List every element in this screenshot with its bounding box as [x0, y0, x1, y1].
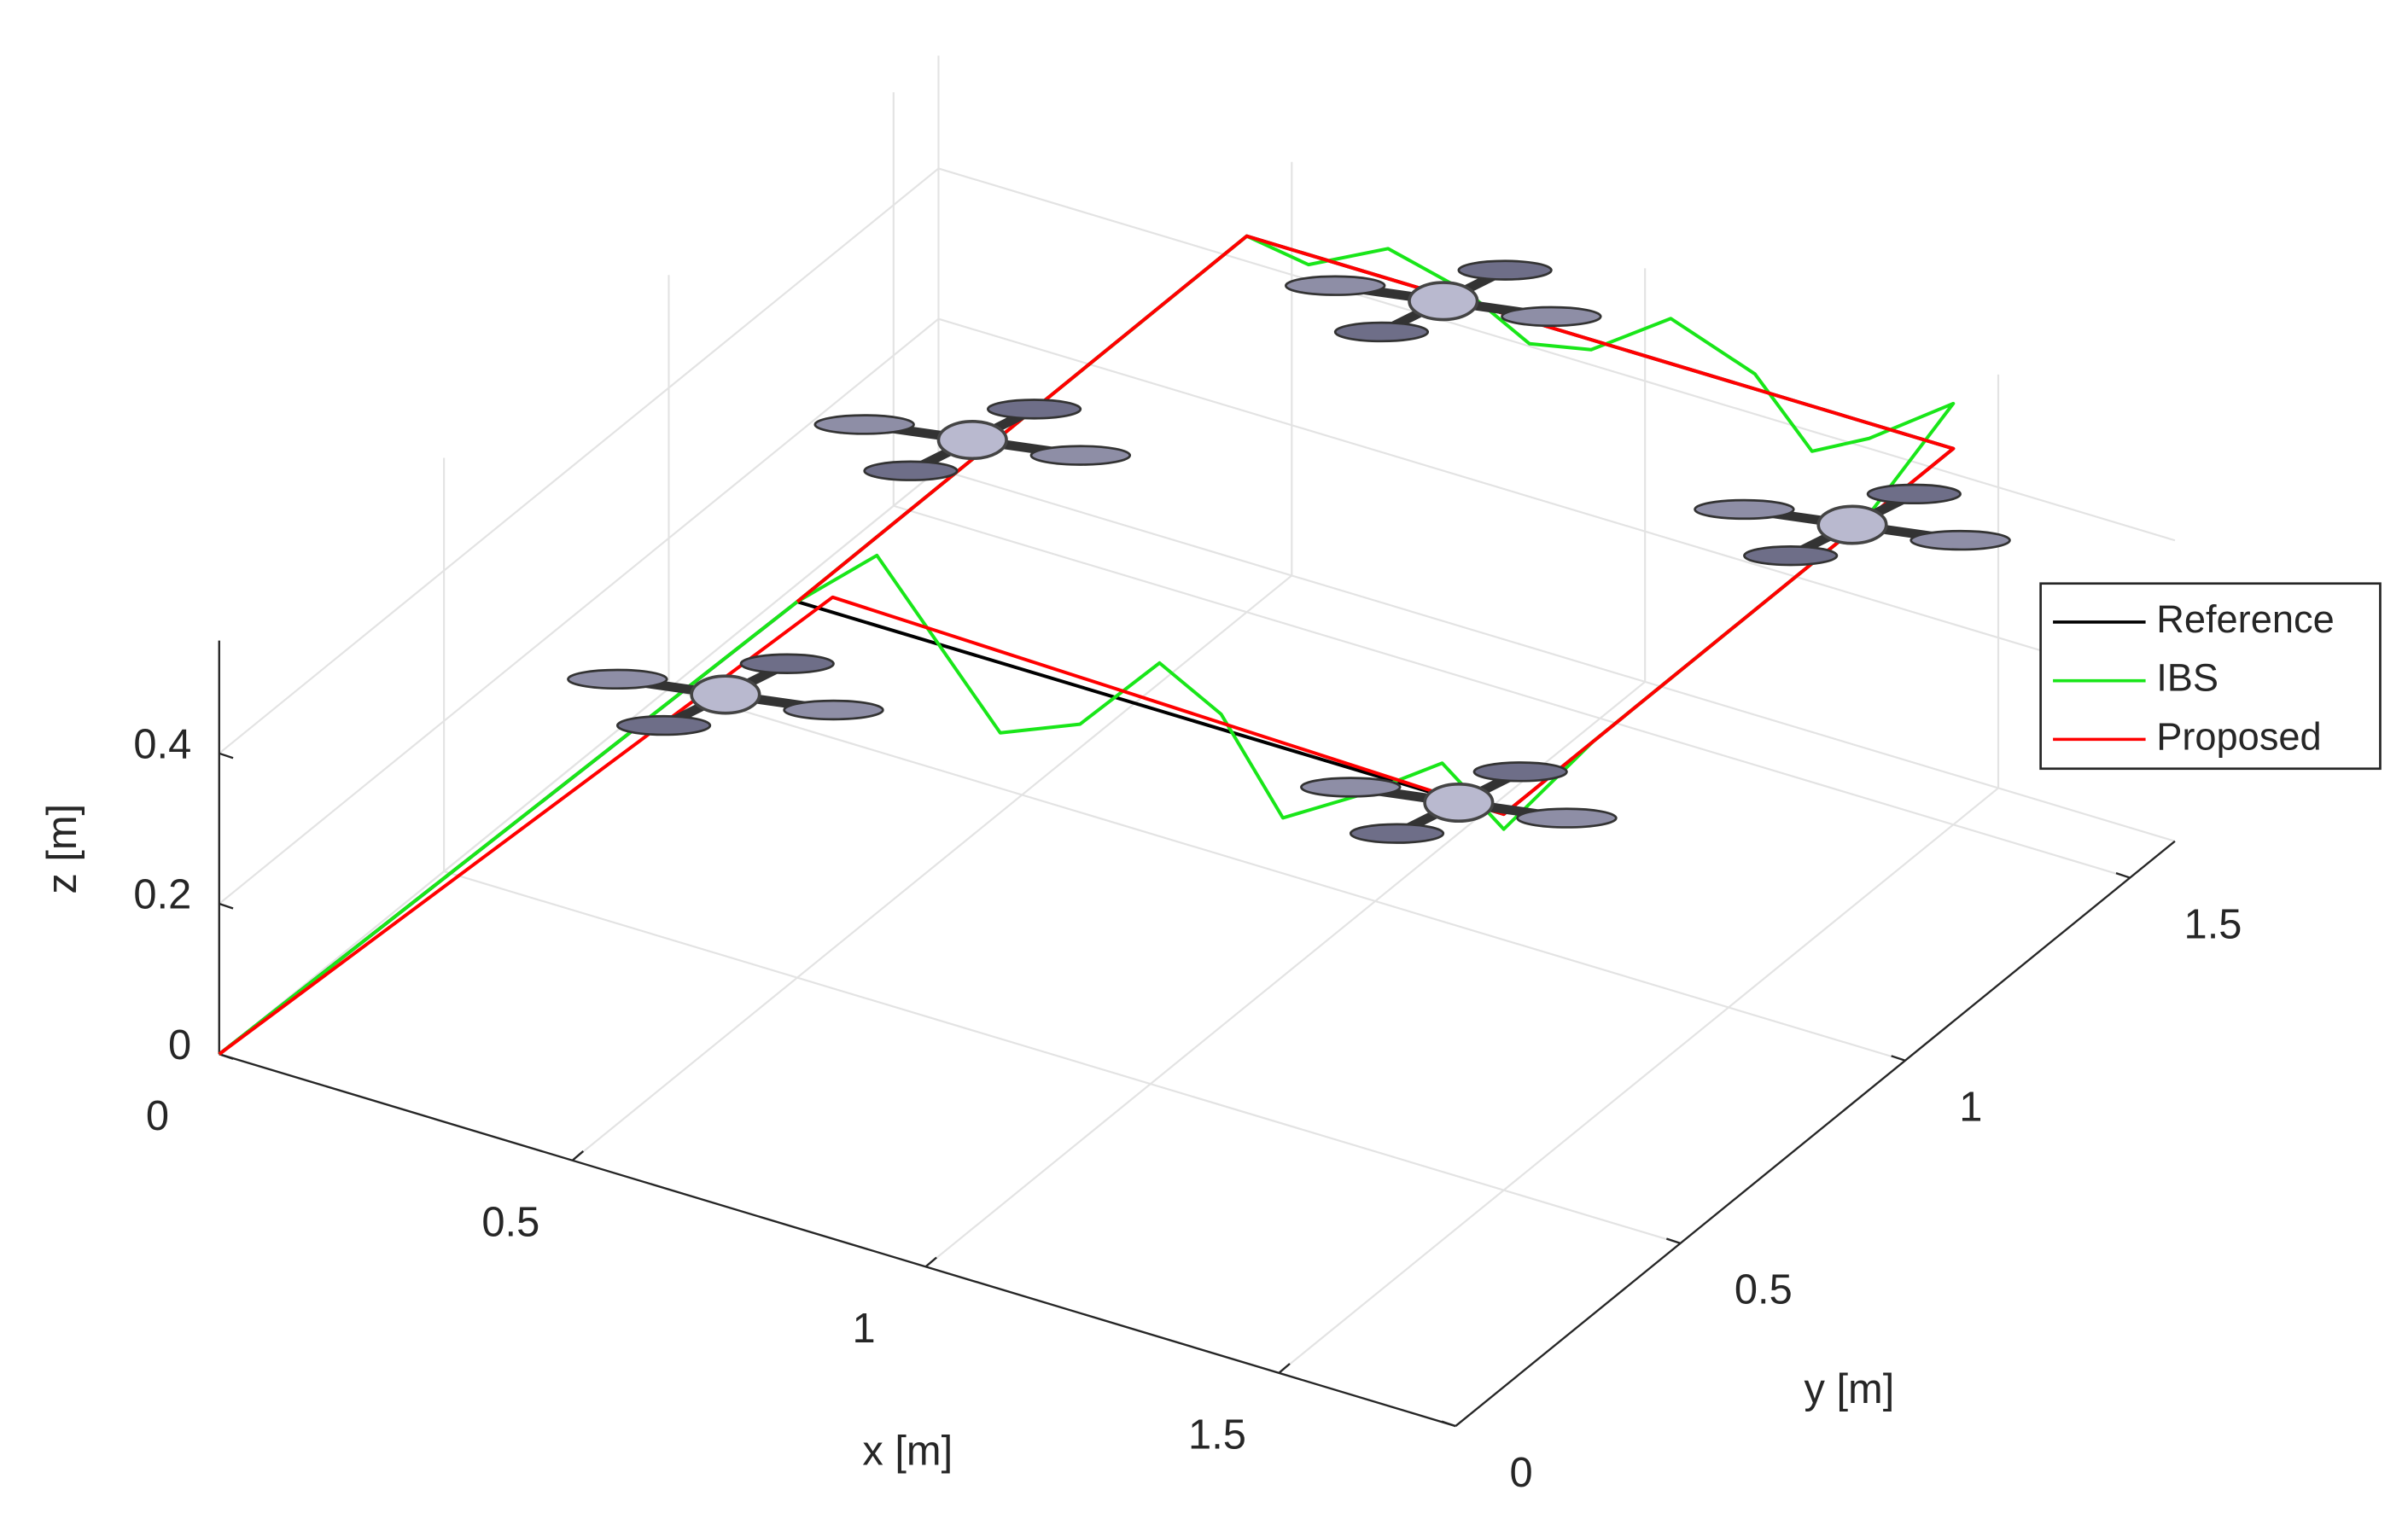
z-tick	[219, 902, 234, 910]
x-tick	[1278, 1363, 1291, 1374]
grid-line	[571, 574, 1293, 1161]
y-tick	[1891, 1055, 1906, 1062]
series-line	[218, 234, 1956, 1056]
y-tick	[1665, 1237, 1681, 1245]
y-tick-label: 1.5	[2184, 901, 2242, 947]
drones	[568, 261, 2009, 843]
grid-line	[219, 317, 940, 905]
z-axis-label: z [m]	[39, 804, 85, 894]
grid-line	[219, 167, 940, 754]
x-tick-label: 0.5	[481, 1200, 539, 1246]
axes: 0 0.5 1 1.5 0 0.5 1 1.5 0 0.2 0.4	[133, 640, 2242, 1496]
grid-line	[443, 870, 1681, 1244]
axis-line	[1455, 840, 2176, 1427]
drone	[1695, 485, 2010, 565]
drone	[568, 655, 883, 735]
drone	[1301, 763, 1616, 843]
x-axis-label: x [m]	[862, 1429, 953, 1475]
z-tick	[219, 752, 234, 760]
grid	[218, 55, 2176, 1428]
x-tick-label: 1	[853, 1306, 876, 1352]
drone	[815, 400, 1130, 480]
grid-line	[938, 468, 2176, 842]
legend-label: IBS	[2156, 656, 2219, 700]
x-tick-label: 0	[146, 1093, 169, 1139]
y-tick	[2115, 872, 2131, 879]
grid-line	[938, 167, 2176, 542]
series-line	[218, 234, 1956, 1056]
series-line	[218, 234, 1956, 1056]
legend: Reference IBS Proposed	[2039, 582, 2382, 771]
axis-line	[219, 1053, 1456, 1428]
x-tick-label: 1.5	[1188, 1412, 1246, 1458]
labels: x [m] y [m] z [m]	[39, 804, 1894, 1475]
grid-line	[668, 687, 1906, 1062]
z-tick-label: 0	[168, 1022, 191, 1068]
y-axis-label: y [m]	[1805, 1366, 1895, 1412]
z-tick-label: 0.2	[133, 872, 191, 918]
y-tick-label: 0.5	[1735, 1267, 1793, 1313]
z-tick	[219, 1053, 234, 1060]
grid-line	[1278, 787, 1999, 1374]
y-tick-label: 1	[1959, 1084, 1982, 1130]
legend-label: Reference	[2156, 597, 2335, 641]
grid-line	[219, 469, 940, 1056]
z-tick-label: 0.4	[133, 721, 191, 767]
legend-label: Proposed	[2156, 714, 2321, 758]
grid-line	[938, 317, 2176, 692]
plot-lines	[218, 234, 1956, 1056]
x-tick	[571, 1150, 585, 1161]
y-tick-label: 0	[1510, 1450, 1533, 1496]
y-tick	[1441, 1420, 1456, 1428]
grid-line	[893, 504, 2131, 879]
x-tick	[924, 1256, 937, 1268]
